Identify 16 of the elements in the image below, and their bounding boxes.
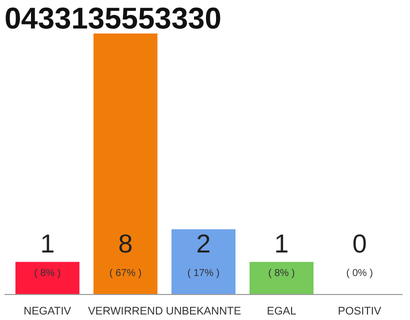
annotation: ( 8% ) [34, 268, 61, 280]
data-label: 8 [118, 228, 133, 259]
x-tick-label: EGAL [266, 306, 296, 318]
chart-title: 0433135553330 [4, 2, 222, 36]
annotation: ( 17% ) [187, 268, 220, 280]
annotation: ( 0% ) [346, 268, 373, 280]
data-label: 1 [274, 228, 289, 259]
x-tick-label: VERWIRREND [88, 306, 163, 318]
data-label: 2 [196, 228, 211, 259]
annotation: ( 8% ) [268, 268, 295, 280]
data-label: 0 [352, 228, 367, 259]
x-tick-label: UNBEKANNTE [166, 306, 242, 318]
data-label: 1 [40, 228, 55, 259]
annotation: ( 67% ) [109, 268, 142, 280]
x-tick-label: NEGATIV [24, 306, 72, 318]
x-tick-label: POSITIV [338, 306, 382, 318]
